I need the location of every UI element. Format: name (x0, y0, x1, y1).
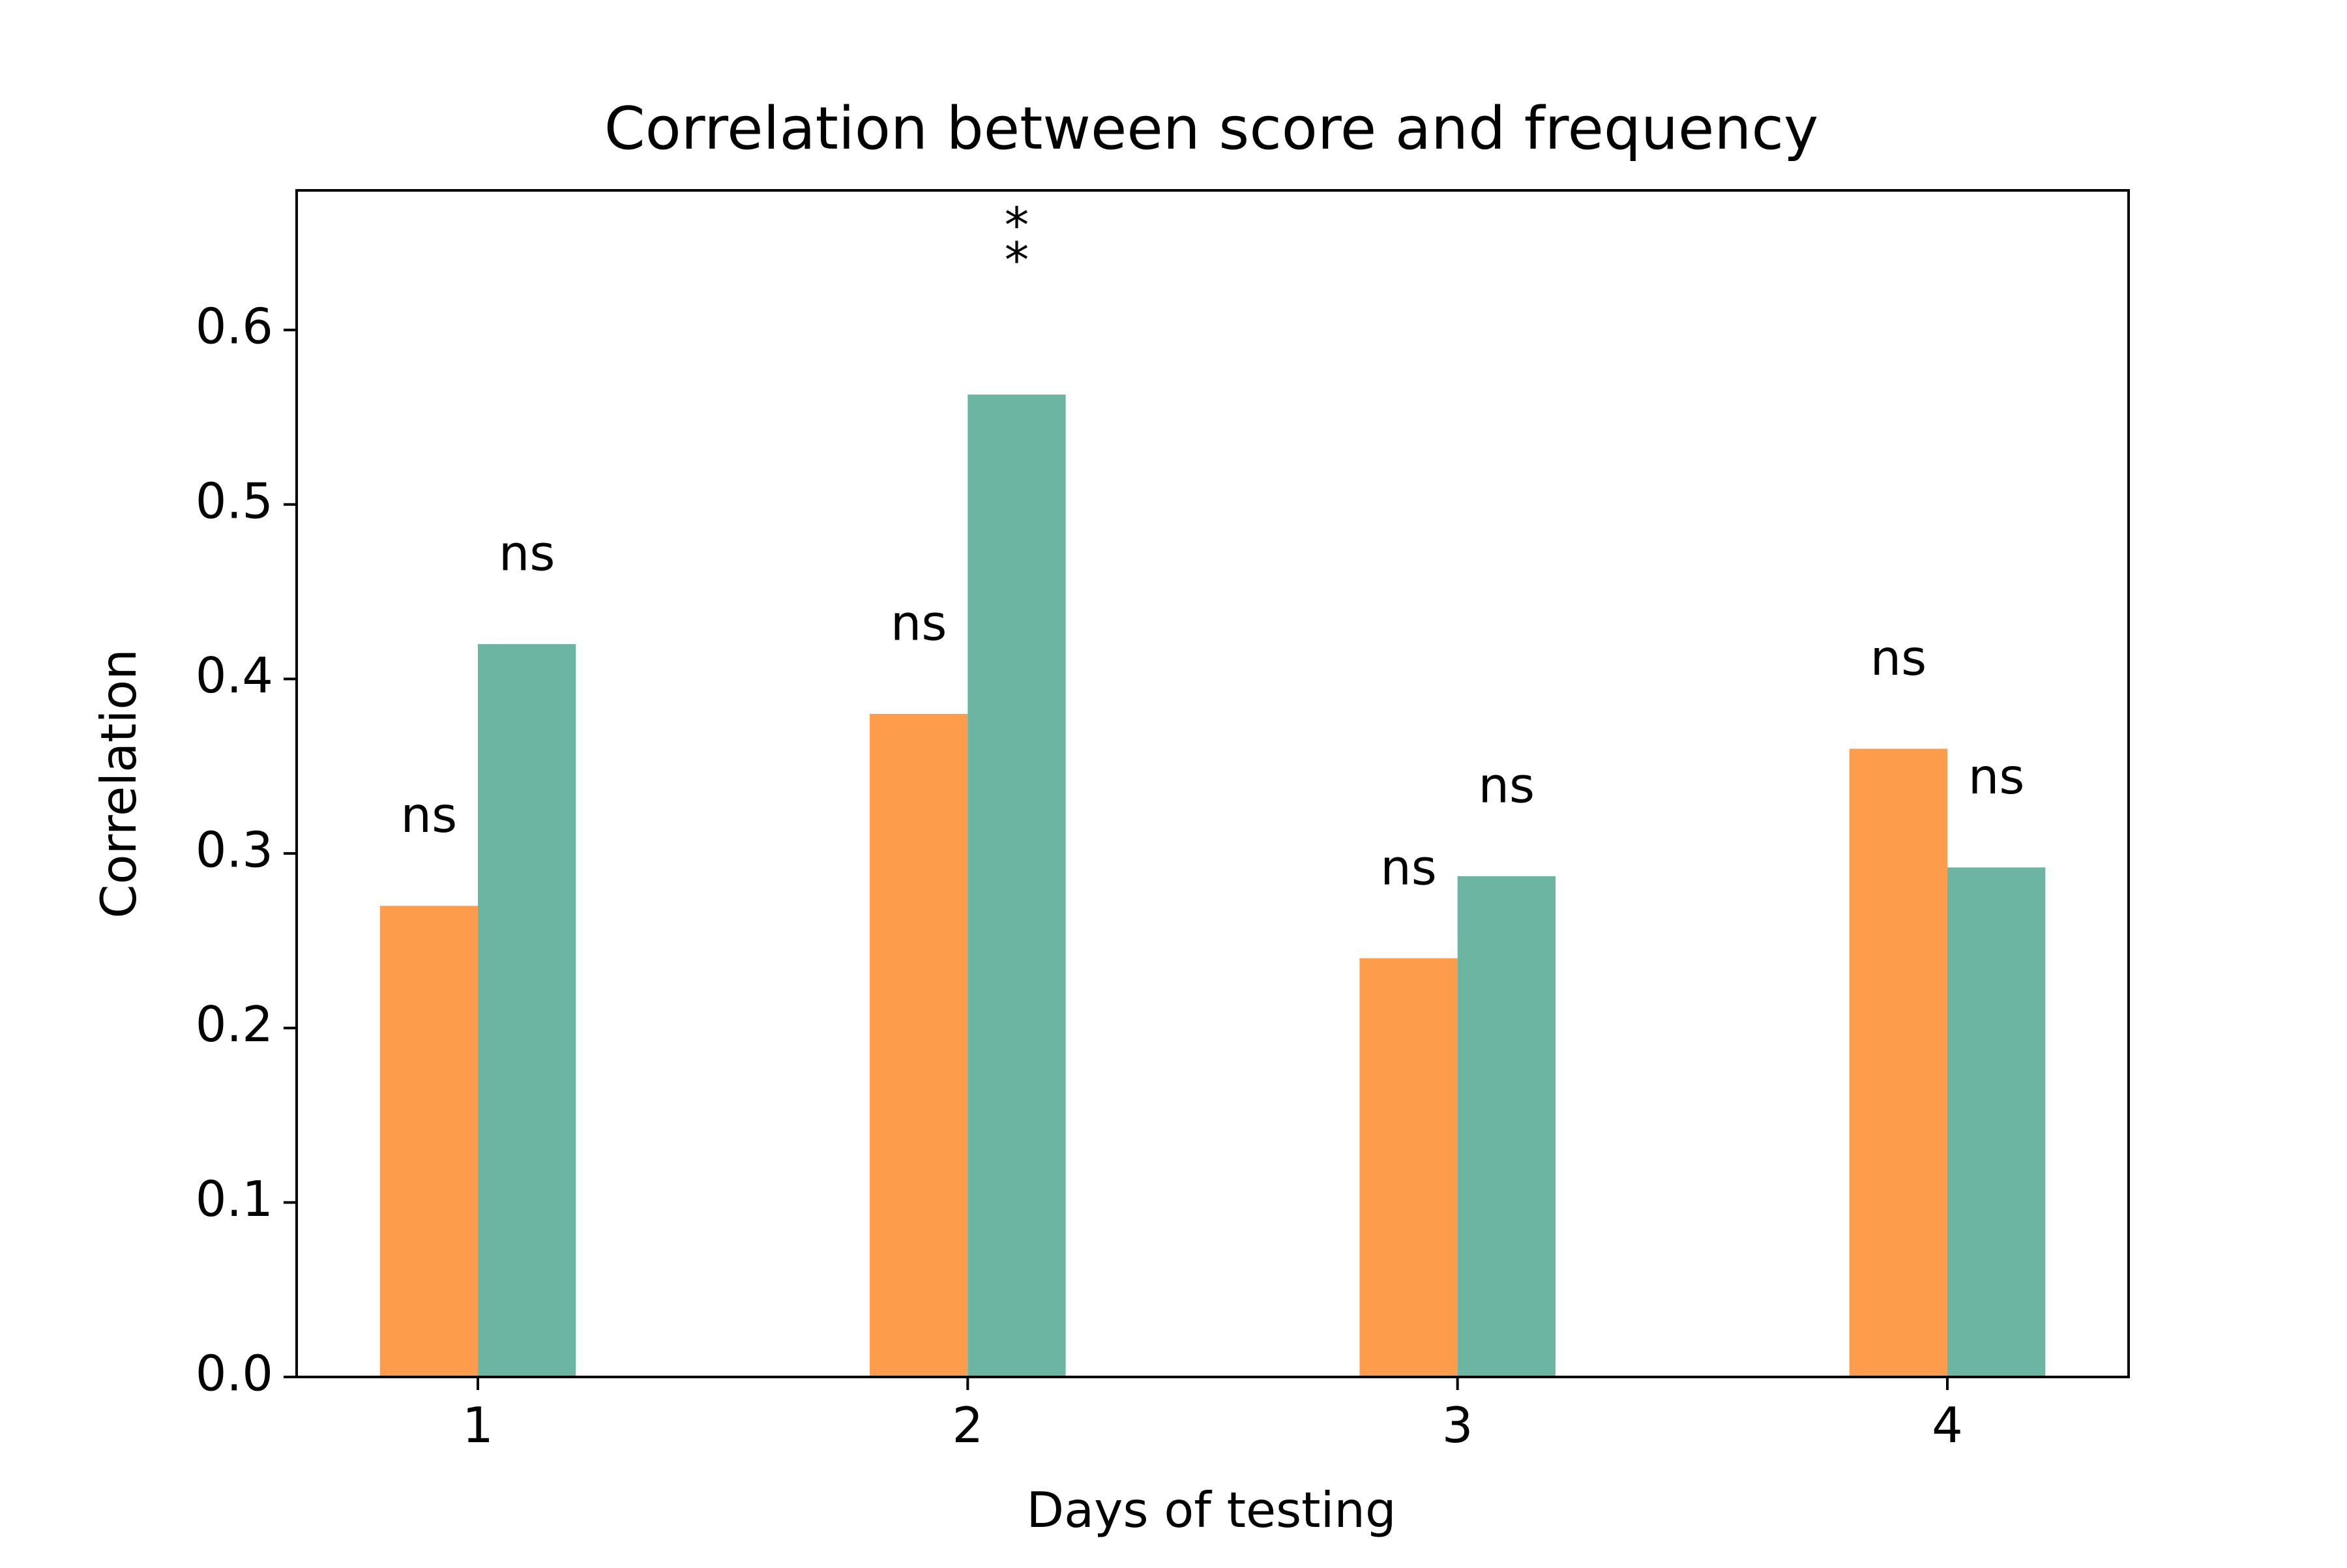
sig-label-day4-series1: ns (1870, 629, 1927, 687)
x-tick-label: 3 (1442, 1397, 1473, 1454)
bar-day3-series2 (1457, 876, 1556, 1377)
sig-label-day2-series2: * (1005, 231, 1029, 289)
y-tick-label: 0.3 (196, 821, 273, 879)
x-tick-label: 2 (952, 1397, 983, 1454)
sig-label-day2-series1: ns (891, 595, 947, 652)
x-axis-label: Days of testing (1026, 1481, 1396, 1539)
y-tick-label: 0.0 (196, 1345, 273, 1402)
sig-label-day3-series1: ns (1380, 838, 1437, 896)
y-tick-label: 0.1 (196, 1170, 273, 1228)
sig-label-day1-series1: ns (401, 786, 458, 844)
bar-day3-series1 (1359, 958, 1458, 1377)
bar-day1-series1 (379, 906, 478, 1377)
bar-day1-series2 (477, 643, 576, 1377)
x-axis: 1 2 3 4 (462, 1377, 1963, 1454)
bar-day4-series1 (1849, 748, 1948, 1377)
x-tick-label: 1 (462, 1397, 494, 1454)
y-tick-label: 0.5 (196, 472, 273, 529)
sig-label-day3-series2: ns (1478, 757, 1535, 814)
bar-day2-series2 (967, 394, 1066, 1378)
plot-frame (295, 189, 2130, 1378)
y-tick-label: 0.4 (196, 647, 273, 704)
x-tick-label: 4 (1932, 1397, 1963, 1454)
bar-day2-series1 (870, 713, 968, 1377)
chart-title: Correlation between score and frequency (604, 95, 1818, 163)
y-tick-label: 0.2 (196, 996, 273, 1053)
bars-layer (379, 394, 2046, 1378)
sig-label-day2-series2-second: * (1005, 196, 1029, 254)
y-axis-label: Correlation (90, 649, 147, 919)
y-tick-label: 0.6 (196, 298, 273, 355)
y-axis: 0.0 0.1 0.2 0.3 0.4 0.5 0.6 (196, 298, 297, 1402)
sig-label-day1-series2: ns (499, 525, 555, 582)
sig-label-day4-series2: ns (1968, 748, 2025, 805)
bar-day4-series2 (1947, 867, 2046, 1377)
